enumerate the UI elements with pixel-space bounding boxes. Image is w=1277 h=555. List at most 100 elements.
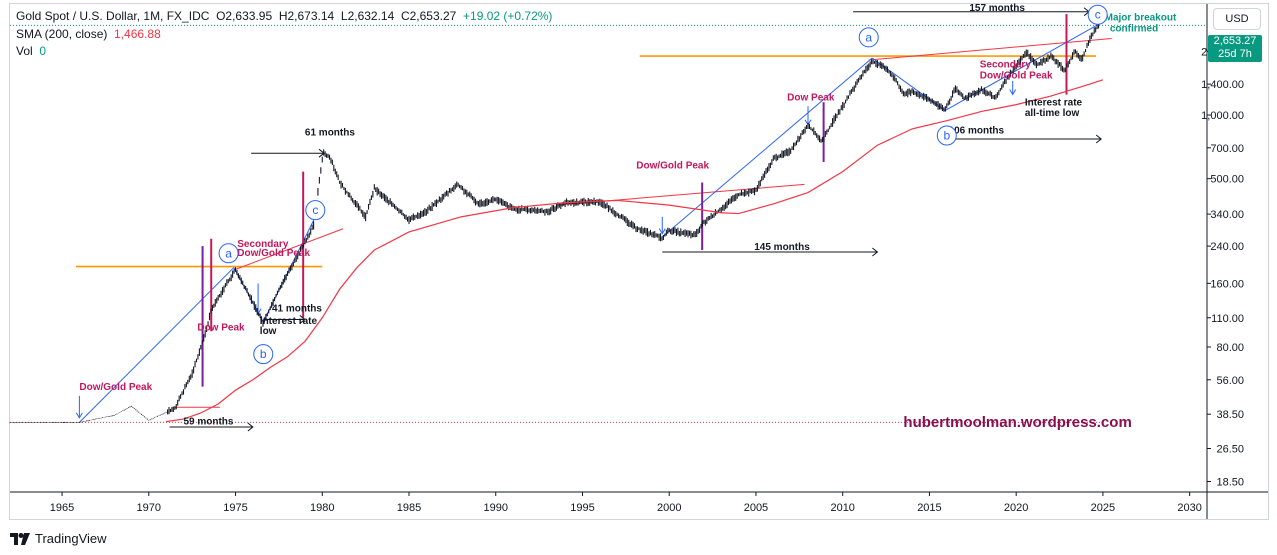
high-value: 2,673.14	[287, 9, 335, 23]
sma-label: SMA (200, close)	[16, 27, 108, 41]
wave-label-circle	[858, 27, 879, 48]
x-tick-label: 1995	[570, 502, 594, 514]
grid-lines	[10, 24, 1207, 423]
wave-label-text: a	[865, 30, 872, 44]
y-tick-label: 80.00	[1216, 342, 1244, 354]
trend-blue-6	[944, 23, 1100, 111]
annotation-text: Dow/Gold Peak	[237, 248, 310, 259]
axes: 1965 1970 1975 1980 1985 1990 1995 2000 2005 2010…	[10, 4, 1268, 519]
annotation-text: Interest rate	[260, 316, 318, 327]
y-tick-label: 160.00	[1210, 278, 1244, 290]
annotation-text: Dow/Gold Peak	[636, 160, 709, 171]
close-label: C	[400, 9, 410, 23]
symbol-name: Gold Spot / U.S. Dollar, 1M, FX_IDC	[16, 9, 210, 23]
wave-label-text: b	[260, 347, 267, 361]
trend-blue-1	[79, 267, 235, 423]
annotation-text: confirmed	[1110, 24, 1158, 35]
annotation-text: 61 months	[305, 128, 355, 139]
annotation-text: Interest rate	[1025, 97, 1083, 108]
currency-button[interactable]: USD	[1213, 8, 1261, 30]
high-label: H	[278, 9, 288, 23]
change-value: +19.02 (+0.72%)	[463, 9, 553, 23]
annotation-text: 41 months	[272, 303, 322, 314]
x-tick-label: 2005	[744, 502, 768, 514]
annotation-text: Secondary	[237, 239, 289, 250]
chart-legend-title: Gold Spot / U.S. Dollar, 1M, FX_IDC O2,6…	[16, 9, 552, 23]
y-tick-label: 110.00	[1211, 313, 1244, 325]
x-tick-label: 1975	[223, 502, 247, 514]
annotation-text: 106 months	[949, 125, 1005, 136]
wave-label-circle	[253, 344, 274, 365]
y-tick-label: 56.00	[1216, 375, 1244, 387]
measure-145-months-head	[872, 247, 879, 257]
sma-200-line	[166, 79, 1104, 423]
annotation-text: 157 months	[969, 3, 1025, 14]
x-tick-label: 1970	[137, 502, 161, 514]
pointer-arrow-head	[1009, 89, 1017, 96]
trend-red-2010s	[868, 38, 1112, 61]
x-tick-label: 2025	[1091, 502, 1115, 514]
x-tick-label: 1985	[397, 502, 421, 514]
x-tick-label: 1990	[483, 502, 507, 514]
x-tick-label: 2015	[917, 502, 941, 514]
annotation-text: Dow/Gold Peak	[79, 382, 152, 393]
annotation-text: 59 months	[183, 416, 233, 427]
pointer-arrow-head	[75, 412, 83, 419]
tradingview-logo-text: TradingView	[35, 531, 107, 546]
wave-label-circle	[305, 200, 326, 221]
y-tick-label: 340.00	[1210, 209, 1244, 221]
trend-blue-4	[661, 57, 873, 238]
wave-label-text: a	[225, 246, 232, 260]
price-series	[9, 23, 1104, 424]
wave-label-circle	[1087, 4, 1108, 25]
volume-legend[interactable]: Vol 0	[16, 44, 46, 58]
y-tick-label: 500.00	[1210, 174, 1244, 186]
x-tick-label: 2020	[1004, 502, 1028, 514]
x-tick-label: 1980	[310, 502, 334, 514]
x-tick-label: 2000	[657, 502, 681, 514]
wave-label-text: c	[1095, 8, 1101, 22]
measure-106-months-head	[1095, 134, 1102, 144]
bar-countdown: 25d 7h	[1218, 48, 1252, 60]
tradingview-logo[interactable]: TradingView	[10, 531, 107, 546]
wave-label-text: c	[312, 203, 318, 217]
sma-value: 1,466.88	[114, 27, 161, 41]
trend-red-1970s	[233, 228, 344, 271]
wave-label-text: b	[943, 129, 950, 143]
wave-label-circle	[936, 125, 957, 146]
annotation-text: 145 months	[754, 242, 810, 253]
vol-label: Vol	[16, 44, 33, 58]
open-label: O	[216, 9, 226, 23]
measure-41-months-head	[299, 315, 306, 324]
x-tick-label: 1965	[50, 502, 74, 514]
open-value: 2,633.95	[225, 9, 273, 23]
last-price-tag: 2,653.27 25d 7h	[1208, 35, 1262, 62]
annotation-text: Secondary	[980, 59, 1032, 70]
x-tick-label: 2030	[1177, 502, 1201, 514]
tradingview-logo-icon	[10, 532, 30, 545]
wave-label-circle	[218, 243, 239, 264]
y-tick-label: 38.50	[1216, 409, 1244, 421]
trend-overlays	[75, 7, 1112, 432]
watermark-text: hubertmoolman.wordpress.com	[903, 414, 1131, 431]
annotation-text: Dow Peak	[197, 322, 245, 333]
y-tick-label: 1,000.00	[1201, 110, 1244, 122]
low-label: L	[340, 9, 348, 23]
sma-legend[interactable]: SMA (200, close) 1,466.88	[16, 27, 161, 41]
y-tick-label: 18.50	[1216, 476, 1244, 488]
close-value: 2,653.27	[409, 9, 457, 23]
y-tick-label: 26.50	[1216, 443, 1244, 455]
y-tick-label: 240.00	[1210, 241, 1244, 253]
last-price-value: 2,653.27	[1213, 35, 1257, 47]
low-value: 2,632.14	[347, 9, 395, 23]
vol-value: 0	[39, 44, 47, 58]
y-tick-label: 700.00	[1210, 143, 1244, 155]
measure-59-months-head	[247, 422, 254, 432]
annotation-text: low	[260, 326, 277, 337]
x-tick-label: 2010	[830, 502, 854, 514]
chart-frame	[9, 3, 1269, 520]
pointer-arrow-head	[658, 228, 666, 235]
annotation-text: Dow Peak	[787, 93, 835, 104]
